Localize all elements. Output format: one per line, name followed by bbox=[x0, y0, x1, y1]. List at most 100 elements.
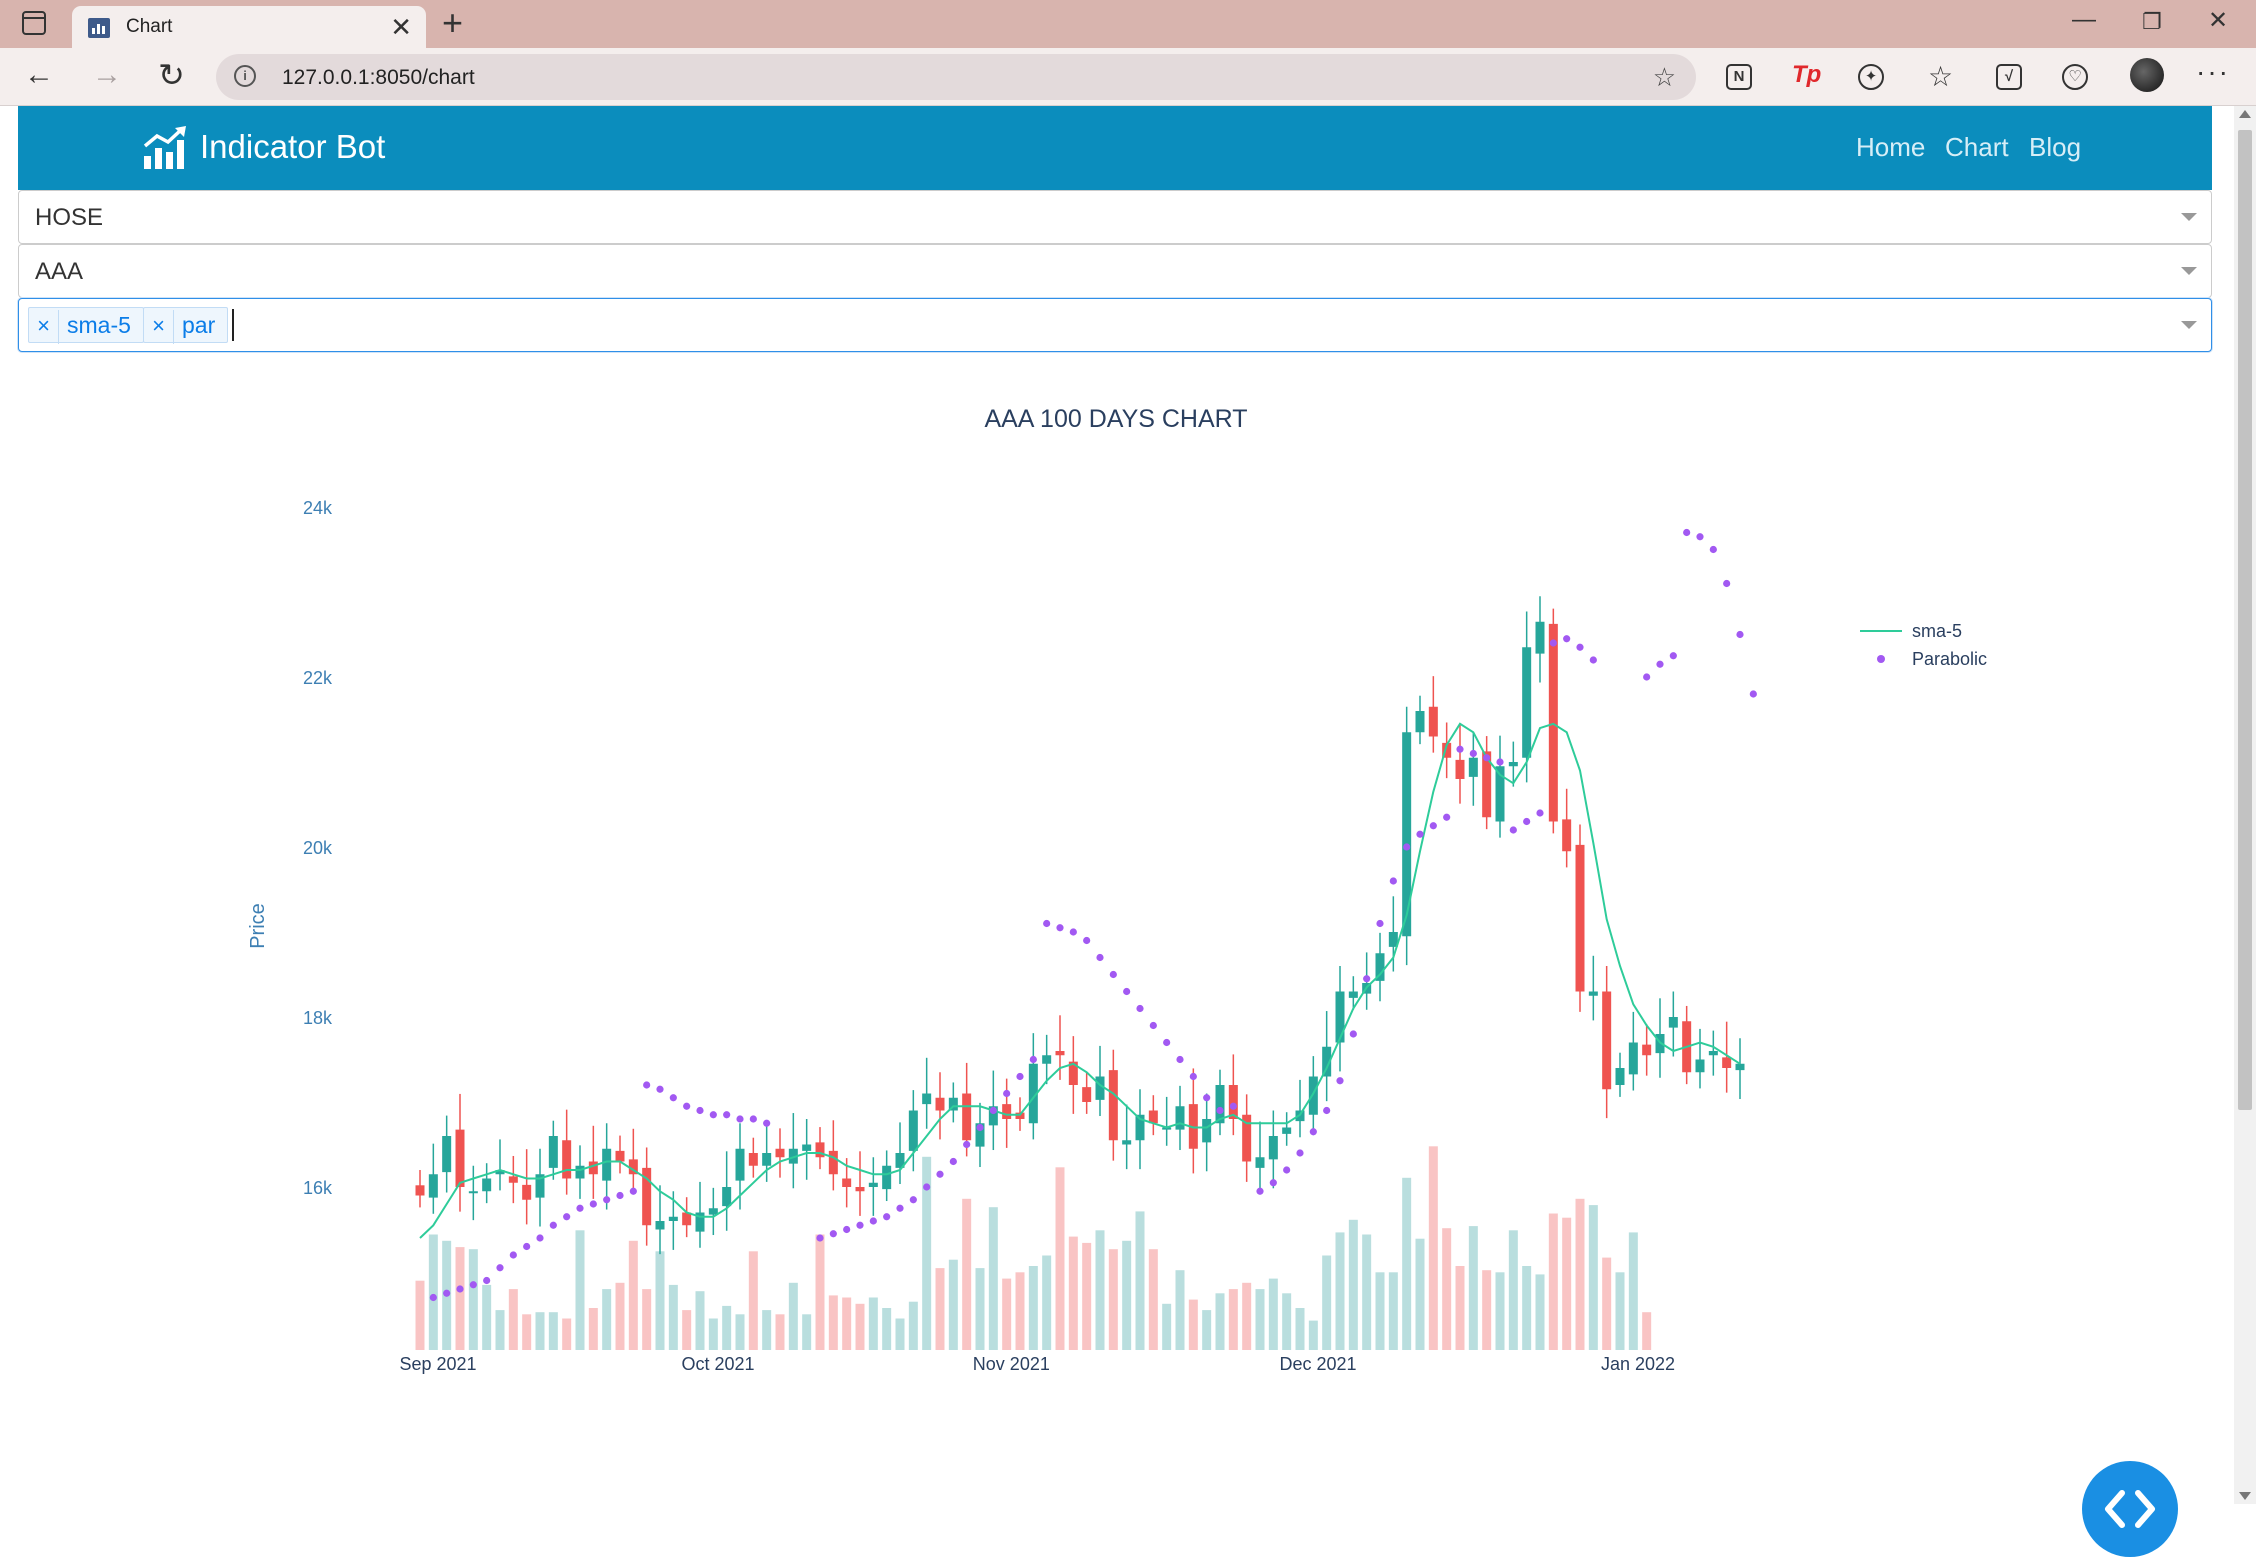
parabolic-dot bbox=[1069, 928, 1077, 936]
volume-bar bbox=[1442, 1228, 1452, 1350]
add-favorite-icon[interactable]: ☆ bbox=[1652, 62, 1676, 92]
nav-link-blog[interactable]: Blog bbox=[2029, 132, 2082, 162]
new-tab-icon[interactable]: + bbox=[442, 2, 464, 43]
remove-chip-icon[interactable]: × bbox=[29, 310, 59, 344]
volume-bar bbox=[642, 1289, 652, 1350]
parabolic-dot bbox=[509, 1251, 517, 1259]
profile-avatar[interactable] bbox=[2130, 58, 2164, 92]
remove-chip-icon[interactable]: × bbox=[144, 310, 174, 344]
volume-bar bbox=[1548, 1213, 1558, 1350]
candle-body bbox=[1388, 932, 1398, 947]
minimize-icon[interactable]: — bbox=[2072, 6, 2096, 33]
candle-body bbox=[1215, 1085, 1225, 1124]
candle-body bbox=[1255, 1157, 1265, 1168]
chevron-down-icon[interactable] bbox=[2181, 321, 2197, 329]
volume-bar bbox=[1068, 1236, 1078, 1350]
parabolic-dot bbox=[1749, 690, 1757, 698]
code-brackets-icon bbox=[2105, 1490, 2155, 1528]
extensions-puzzle-icon[interactable]: ✦ bbox=[1858, 64, 1884, 90]
scroll-up-arrow-icon[interactable] bbox=[2239, 110, 2251, 118]
exchange-dropdown[interactable]: HOSE bbox=[18, 190, 2212, 244]
candle-body bbox=[802, 1144, 812, 1151]
math-solver-icon[interactable]: √ bbox=[1996, 64, 2022, 90]
volume-bar bbox=[1135, 1211, 1145, 1350]
candle-body bbox=[1122, 1140, 1132, 1145]
notion-extension-icon[interactable]: N bbox=[1726, 64, 1752, 90]
candle-body bbox=[442, 1136, 452, 1173]
parabolic-dot bbox=[1096, 953, 1104, 962]
more-menu-icon[interactable]: ··· bbox=[2196, 56, 2230, 87]
volume-bar bbox=[682, 1310, 692, 1350]
favorites-icon[interactable]: ☆ bbox=[1928, 61, 1954, 92]
candle-body bbox=[642, 1167, 652, 1226]
symbol-dropdown[interactable]: AAA bbox=[18, 244, 2212, 298]
page-scrollbar[interactable] bbox=[2234, 106, 2256, 1504]
volume-bar bbox=[722, 1305, 732, 1350]
candle-body bbox=[1175, 1106, 1185, 1130]
candle-body bbox=[788, 1148, 798, 1164]
volume-bar bbox=[588, 1308, 598, 1350]
parabolic-dot bbox=[976, 1123, 984, 1132]
volume-bar bbox=[708, 1318, 718, 1350]
address-bar[interactable]: i 127.0.0.1:8050/chart ☆ bbox=[216, 54, 1696, 100]
brand-name[interactable]: Indicator Bot bbox=[200, 128, 386, 165]
parabolic-dot bbox=[1163, 1038, 1171, 1047]
indicator-multiselect[interactable]: × sma-5 × par bbox=[18, 298, 2212, 352]
nav-link-home[interactable]: Home bbox=[1856, 132, 1926, 162]
volume-bar bbox=[1508, 1230, 1518, 1350]
nav-link-chart[interactable]: Chart bbox=[1945, 132, 2009, 162]
volume-bar bbox=[1242, 1282, 1252, 1350]
volume-bar bbox=[975, 1268, 985, 1350]
site-info-icon[interactable]: i bbox=[234, 65, 256, 87]
parabolic-dot bbox=[1349, 1030, 1357, 1038]
volume-bar bbox=[1202, 1310, 1212, 1350]
candle-body bbox=[1588, 991, 1598, 996]
back-icon[interactable]: ← bbox=[24, 58, 54, 91]
browser-essentials-icon[interactable]: ♡ bbox=[2062, 64, 2088, 90]
browser-tab[interactable]: Chart ✕ bbox=[72, 6, 426, 48]
scroll-down-arrow-icon[interactable] bbox=[2239, 1492, 2251, 1500]
volume-bar bbox=[655, 1251, 665, 1350]
volume-bar bbox=[628, 1240, 638, 1350]
y-axis-label: Price bbox=[247, 903, 269, 949]
volume-bar bbox=[748, 1251, 758, 1350]
reload-icon[interactable]: ↻ bbox=[158, 57, 185, 93]
parabolic-dot bbox=[549, 1221, 557, 1229]
candle-body bbox=[455, 1129, 465, 1187]
x-tick-label: Oct 2021 bbox=[681, 1354, 754, 1374]
volume-bar bbox=[1362, 1234, 1372, 1350]
volume-bar bbox=[1055, 1167, 1065, 1350]
volume-bar bbox=[522, 1314, 532, 1350]
restore-icon[interactable]: ❐ bbox=[2142, 9, 2162, 34]
volume-bar bbox=[1348, 1219, 1358, 1350]
parabolic-dot bbox=[1283, 1166, 1291, 1174]
parabolic-dot bbox=[936, 1170, 944, 1178]
chip-label: sma-5 bbox=[67, 312, 131, 338]
candle-body bbox=[588, 1161, 598, 1175]
candle-body bbox=[1202, 1119, 1212, 1143]
close-window-icon[interactable]: ✕ bbox=[2208, 7, 2229, 34]
candle-body bbox=[1082, 1087, 1092, 1102]
parabolic-dot bbox=[1656, 660, 1664, 668]
candle-body bbox=[668, 1216, 678, 1221]
chevron-down-icon[interactable] bbox=[2181, 267, 2197, 275]
scroll-thumb[interactable] bbox=[2238, 130, 2252, 1110]
candle-body bbox=[1695, 1059, 1705, 1073]
tab-actions-icon[interactable] bbox=[22, 11, 46, 35]
close-tab-icon[interactable]: ✕ bbox=[390, 12, 412, 42]
volume-bar bbox=[1162, 1303, 1172, 1350]
price-chart[interactable]: AAA 100 DAYS CHART Price 16k 18k 20k 22k 24k… bbox=[0, 106, 2234, 1504]
code-toggle-button[interactable] bbox=[2082, 1461, 2178, 1557]
candle-body bbox=[1135, 1114, 1145, 1141]
volume-bar bbox=[495, 1310, 505, 1350]
chevron-down-icon[interactable] bbox=[2181, 213, 2197, 221]
volume-bar bbox=[468, 1249, 478, 1350]
url-text[interactable]: 127.0.0.1:8050/chart bbox=[282, 66, 475, 89]
parabolic-dot bbox=[1043, 919, 1051, 928]
parabolic-dot bbox=[1456, 745, 1464, 753]
parabolic-dot bbox=[1483, 754, 1491, 762]
volume-bar bbox=[948, 1259, 958, 1350]
tp-extension-icon[interactable]: Tp bbox=[1792, 61, 1822, 88]
forward-icon[interactable]: → bbox=[92, 58, 122, 91]
text-cursor[interactable] bbox=[232, 309, 234, 341]
